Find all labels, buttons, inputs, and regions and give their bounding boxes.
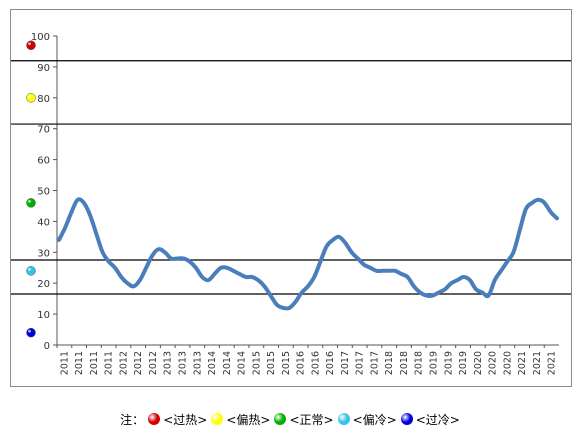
y-tick-label: 20 [37,279,50,290]
x-tick-label: 2013 [178,351,189,375]
legend-label: <偏冷> [352,412,397,427]
x-tick-label: 2019 [458,351,469,375]
legend-dot [211,413,224,425]
x-tick-label: 2017 [369,351,380,375]
y-tick-label: 60 [37,156,50,167]
zone-marker [26,40,36,51]
legend: 注： <过热> <偏热> <正常> <偏冷> <过冷> [0,407,584,431]
zone-marker [26,198,36,208]
x-tick-label: 2018 [414,351,425,375]
x-tick-label: 2016 [310,351,321,375]
legend-note: 注： [120,412,145,427]
x-tick-label: 2011 [74,351,85,375]
legend-dot [274,413,287,425]
zone-marker-highlight [28,329,31,333]
x-tick-label: 2019 [429,351,440,375]
x-tick-label: 2021 [532,351,543,375]
x-tick-label: 2021 [547,351,558,375]
legend-label: <偏热> [226,412,271,427]
x-tick-label: 2012 [148,351,159,375]
legend-item: <过热> [148,411,207,428]
legend-item: <正常> [274,411,334,428]
zone-marker [26,327,36,338]
zone-marker-highlight [28,94,31,98]
x-tick-label: 2014 [237,351,248,375]
y-tick-label: 90 [37,63,50,74]
zone-marker [26,93,36,103]
x-tick-label: 2018 [399,351,410,375]
zone-marker-highlight [28,42,31,46]
x-tick-label: 2017 [355,351,366,375]
x-tick-label: 2015 [281,351,292,375]
x-tick-label: 2012 [133,351,144,375]
x-tick-label: 2013 [163,351,174,375]
x-tick-label: 2020 [488,351,499,375]
x-tick-label: 2020 [473,351,484,375]
y-tick-label: 50 [37,187,50,198]
legend-dot [337,413,350,425]
x-tick-label: 2013 [192,351,203,375]
x-tick-label: 2019 [443,351,454,375]
x-tick-label: 2012 [118,351,129,375]
x-tick-label: 2018 [384,351,395,375]
y-tick-label: 100 [31,32,50,43]
legend-label: <过冷> [415,412,460,427]
x-tick-label: 2021 [517,351,528,375]
legend-label: <正常> [289,412,334,427]
y-tick-label: 30 [37,248,50,259]
legend-dot [148,413,161,425]
x-tick-label: 2015 [251,351,262,375]
chart-frame: 0 10 20 30 40 50 60 70 80 90 100 2011 2011 2011 2011 20… [10,9,572,387]
x-tick-label: 2011 [59,351,70,375]
y-tick-label: 70 [37,125,50,136]
x-tick-label: 2014 [222,351,233,375]
y-tick-label: 40 [37,217,50,228]
legend-label: <过热> [163,412,208,427]
x-tick-label: 2016 [296,351,307,375]
x-tick-label: 2011 [104,351,115,375]
x-tick-label: 2015 [266,351,277,375]
y-tick-label: 0 [44,341,50,352]
legend-item: <偏热> [211,411,270,428]
zone-marker-highlight [28,267,31,271]
legend-item: <过冷> [400,411,460,428]
legend-dot [400,413,413,425]
y-tick-label: 80 [37,94,50,105]
x-tick-label: 2014 [207,351,218,375]
x-tick-label: 2017 [340,351,351,375]
x-tick-label: 2016 [325,351,336,375]
zone-marker-highlight [28,199,31,203]
series-line [57,197,559,311]
zone-marker [26,266,36,276]
y-tick-label: 10 [37,310,50,321]
x-tick-label: 2020 [502,351,513,375]
legend-item: <偏冷> [337,411,397,428]
x-tick-label: 2011 [89,351,100,375]
